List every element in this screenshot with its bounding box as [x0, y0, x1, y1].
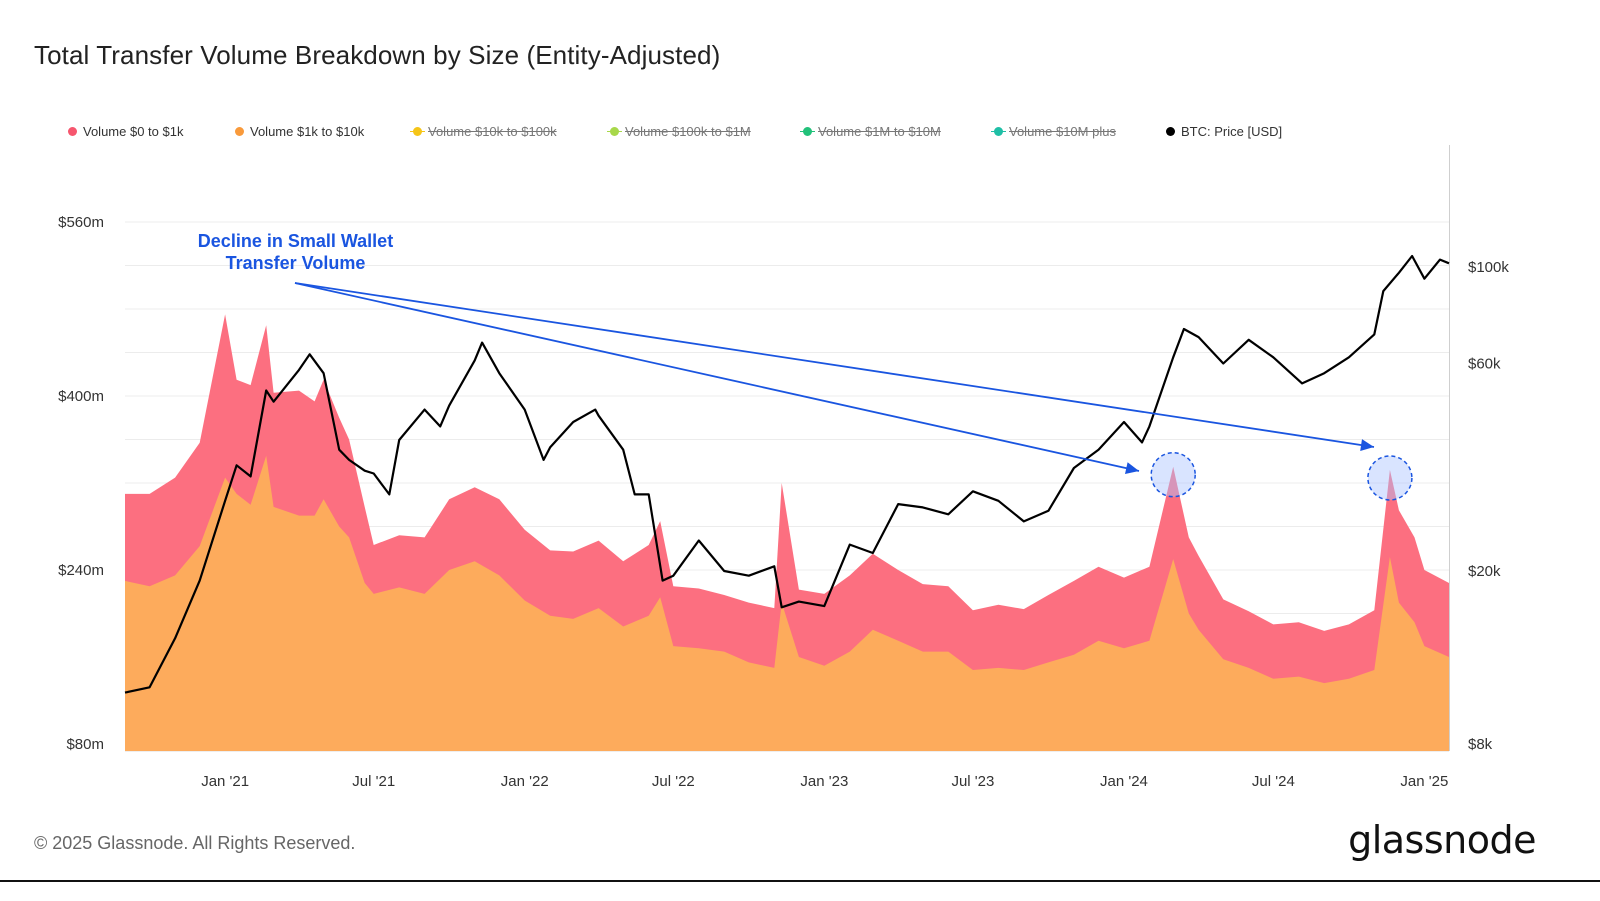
legend-swatch: [68, 126, 77, 136]
annotation-arrow: [294, 282, 1140, 472]
x-tick-label: Jan '24: [1100, 773, 1148, 790]
chart-title: Total Transfer Volume Breakdown by Size …: [34, 40, 721, 70]
legend-item-4[interactable]: Volume $1M to $10M: [800, 122, 994, 140]
glassnode-logo: glassnode: [1348, 818, 1536, 862]
x-tick-label: Jul '22: [652, 773, 695, 790]
y-left-tick-label: $400m: [58, 388, 104, 405]
bottom-divider: [0, 880, 1600, 882]
y-left-tick-label: $240m: [58, 562, 104, 579]
x-tick-label: Jul '21: [352, 773, 395, 790]
annotation-arrow: [294, 282, 1375, 448]
annotation-line-2: Transfer Volume: [225, 253, 366, 273]
copyright-footer: © 2025 Glassnode. All Rights Reserved.: [34, 833, 356, 853]
annotation-arrowhead: [1125, 462, 1139, 474]
legend-swatch: [800, 126, 815, 136]
annotation-text: Decline in Small Wallet Transfer Volume: [188, 230, 403, 274]
legend-item-6[interactable]: BTC: Price [USD]: [1166, 122, 1306, 140]
legend-swatch: [1166, 126, 1175, 136]
legend-label: Volume $10k to $100k: [428, 123, 557, 139]
legend-swatch: [991, 126, 1006, 136]
legend-label: Volume $1M to $10M: [818, 123, 941, 139]
legend-swatch: [410, 126, 425, 136]
x-tick-label: Jan '22: [501, 773, 549, 790]
x-tick-label: Jan '23: [800, 773, 848, 790]
series-area-volume-1k-to-10k: [125, 455, 1449, 751]
legend-label: Volume $100k to $1M: [625, 123, 751, 139]
legend-item-0[interactable]: Volume $0 to $1k: [68, 122, 235, 140]
y-left-tick-label: $80m: [66, 736, 104, 753]
legend-label: Volume $10M plus: [1009, 123, 1116, 139]
y-left-tick-label: $560m: [58, 214, 104, 231]
x-tick-label: Jul '24: [1252, 773, 1295, 790]
y-right-tick-label: $100k: [1468, 259, 1509, 276]
x-tick-label: Jan '21: [201, 773, 249, 790]
series-line-btc-price: [124, 254, 1450, 694]
peak-highlight-circle: [1367, 455, 1413, 501]
legend: Volume $0 to $1k Volume $1k to $10k Volume…: [68, 122, 1306, 140]
x-tick-label: Jan '25: [1400, 773, 1448, 790]
annotation-line-1: Decline in Small Wallet: [197, 231, 394, 251]
legend-label: BTC: Price [USD]: [1181, 123, 1283, 139]
legend-item-3[interactable]: Volume $100k to $1M: [607, 122, 803, 140]
legend-swatch: [607, 126, 622, 136]
legend-label: Volume $0 to $1k: [83, 123, 184, 139]
legend-swatch: [235, 126, 244, 136]
legend-label: Volume $1k to $10k: [250, 123, 365, 139]
legend-item-2[interactable]: Volume $10k to $100k: [410, 122, 610, 140]
peak-highlight-circle: [1150, 451, 1196, 498]
x-tick-label: Jul '23: [951, 773, 994, 790]
annotation-arrowhead: [1360, 439, 1374, 451]
legend-item-5[interactable]: Volume $10M plus: [991, 122, 1166, 140]
y-right-tick-label: $60k: [1468, 355, 1501, 372]
legend-item-1[interactable]: Volume $1k to $10k: [235, 122, 413, 140]
y-right-tick-label: $20k: [1468, 563, 1501, 580]
y-right-tick-label: $8k: [1468, 736, 1493, 753]
